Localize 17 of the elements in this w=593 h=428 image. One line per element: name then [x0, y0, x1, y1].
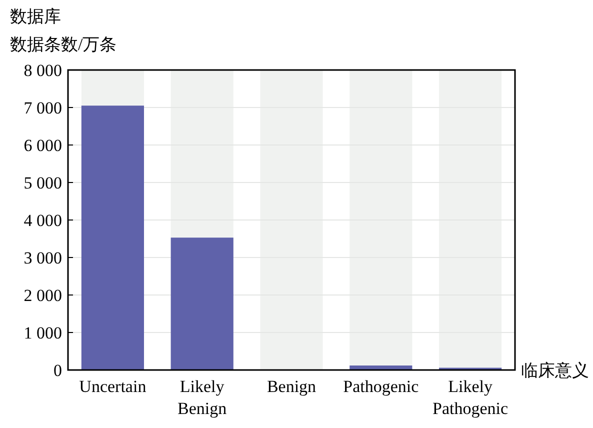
y-tick-label: 6 000 — [24, 136, 62, 155]
x-tick-label: Uncertain — [79, 377, 147, 396]
chart-title: 数据库 — [10, 7, 61, 26]
x-tick-label: Pathogenic — [343, 377, 420, 396]
y-tick-label: 7 000 — [24, 98, 62, 118]
x-tick-label: Benign — [266, 377, 317, 396]
y-tick-label: 2 000 — [24, 286, 62, 305]
y-tick-label: 0 — [54, 360, 62, 380]
y-tick-label: 4 000 — [24, 210, 62, 230]
x-axis-title: 临床意义 — [521, 361, 589, 380]
y-axis-title: 数据条数/万条 — [10, 35, 117, 54]
y-tick-label: 8 000 — [24, 60, 62, 80]
y-tick-label: 3 000 — [24, 248, 62, 268]
x-tick-label: Likely Pathogenic — [432, 377, 509, 418]
y-tick-label: 1 000 — [24, 323, 62, 342]
y-tick-label: 5 000 — [24, 173, 62, 192]
x-tick-label: Likely Benign — [178, 377, 228, 418]
